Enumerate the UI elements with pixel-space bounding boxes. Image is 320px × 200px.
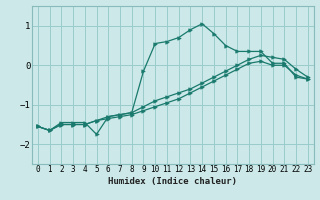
X-axis label: Humidex (Indice chaleur): Humidex (Indice chaleur)	[108, 177, 237, 186]
